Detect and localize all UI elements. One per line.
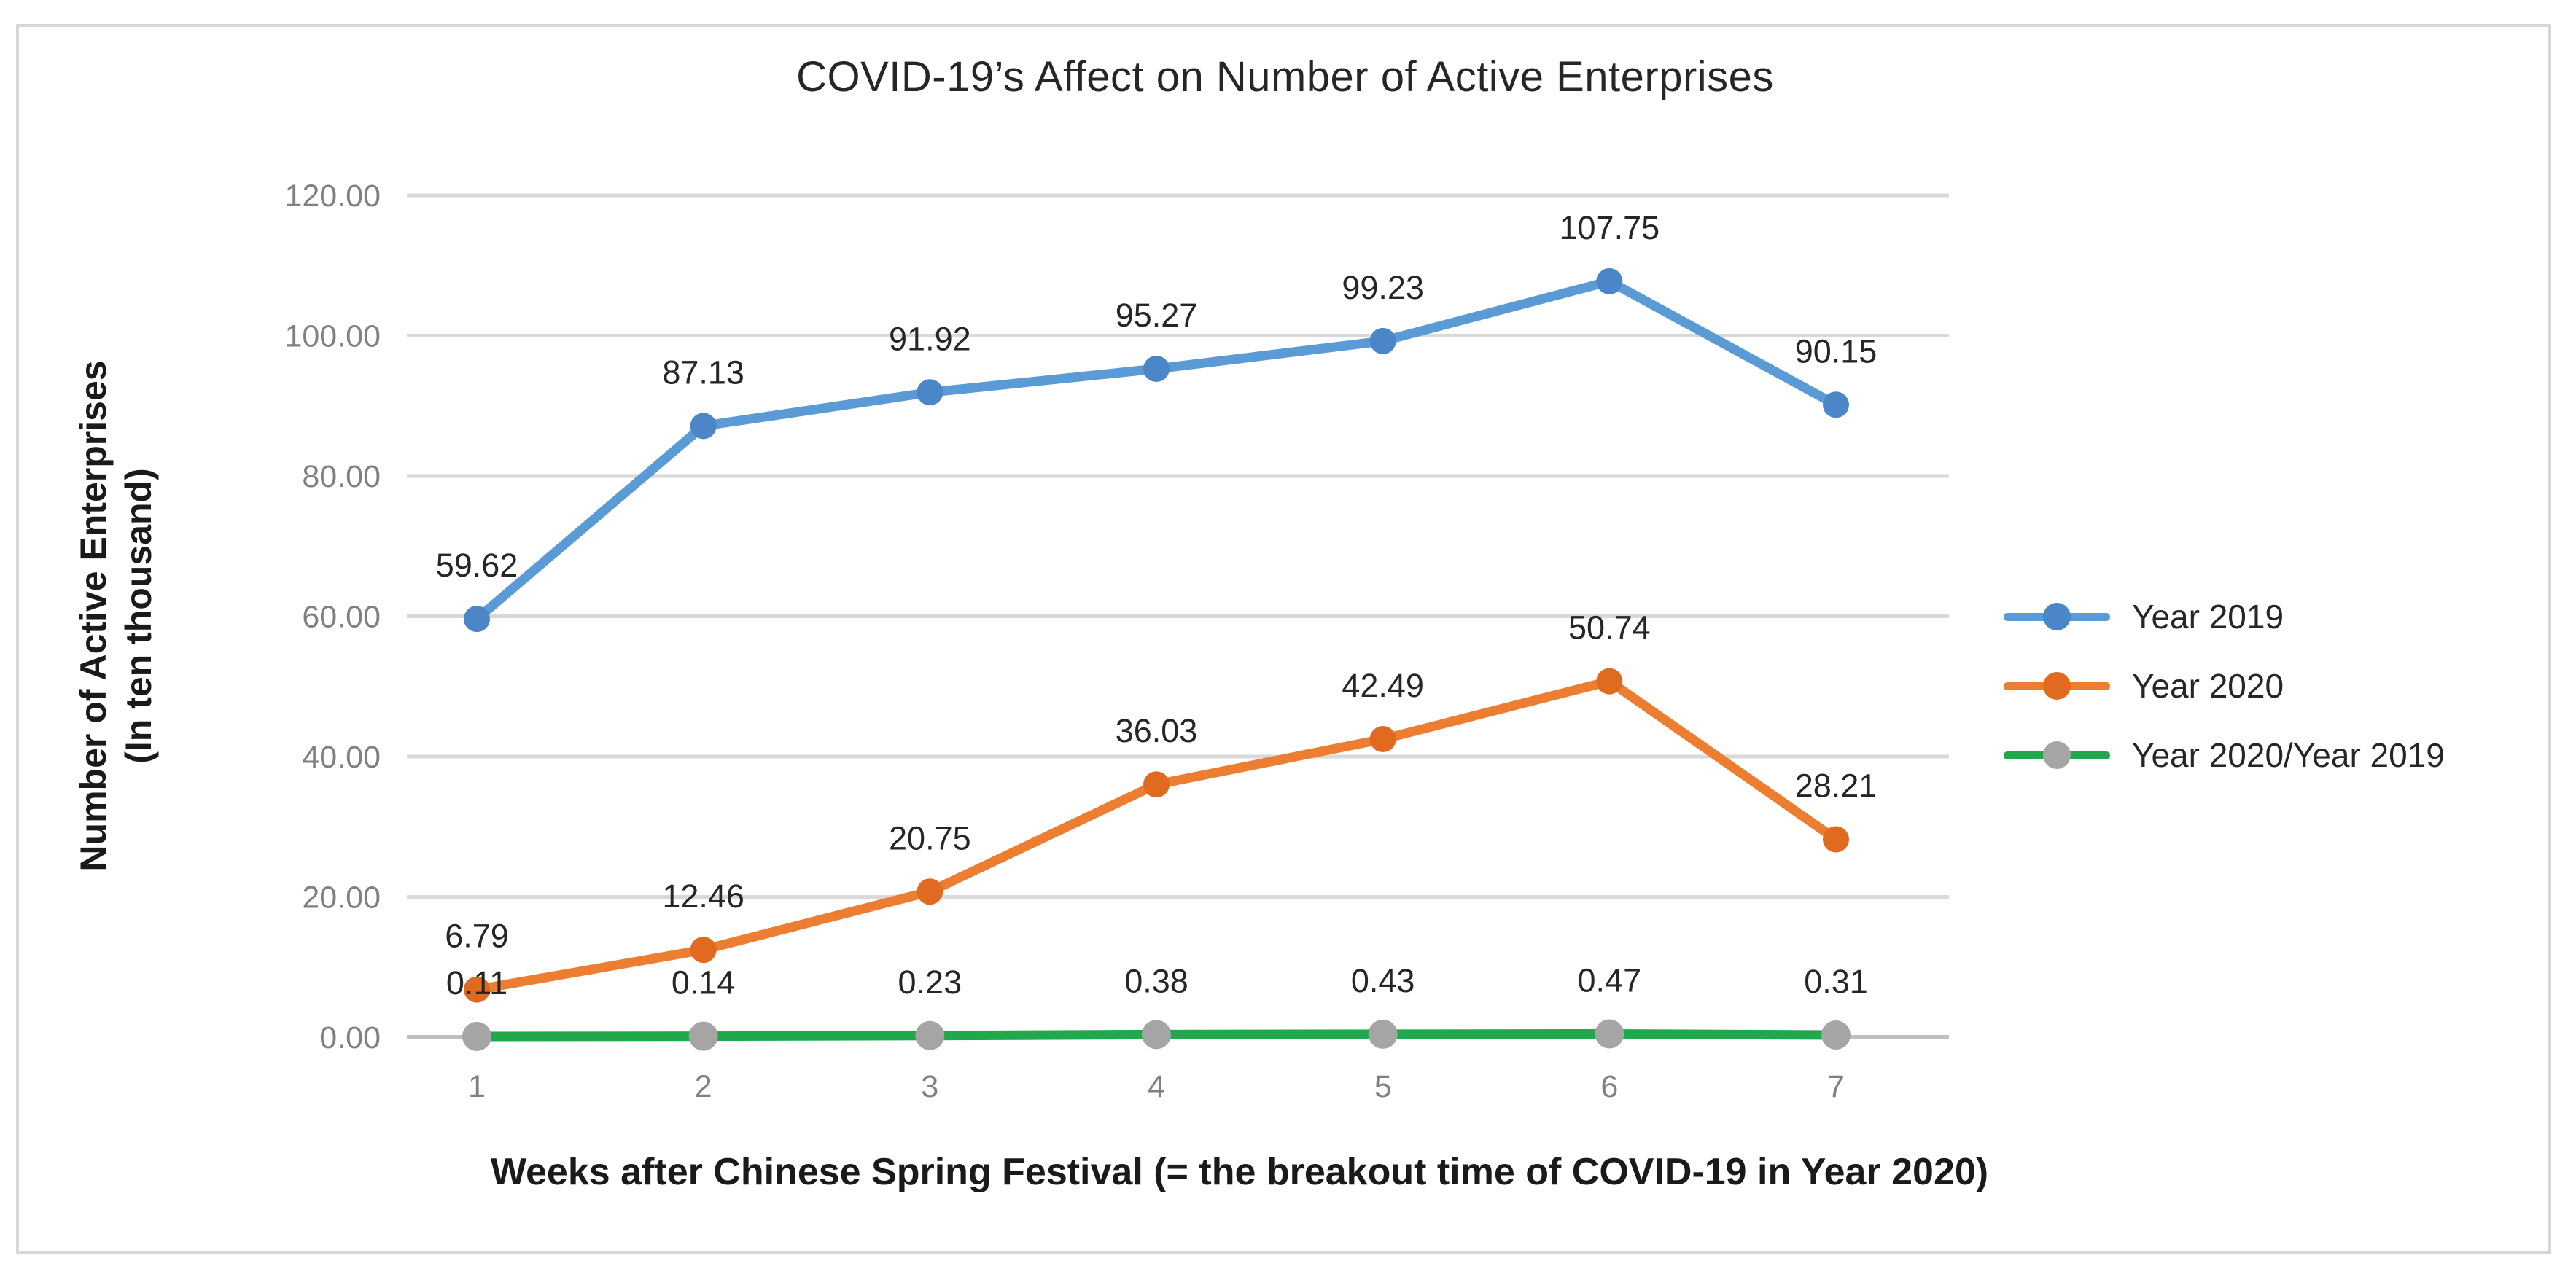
y-tick-label: 120.00	[284, 179, 381, 214]
data-label: 6.79	[445, 918, 509, 955]
data-point-marker	[1595, 1019, 1624, 1049]
x-tick-label: 5	[1374, 1069, 1392, 1104]
series-year-2019	[464, 267, 1849, 633]
data-point-marker	[462, 1021, 491, 1051]
data-label: 28.21	[1795, 767, 1877, 804]
data-label: 0.38	[1124, 962, 1188, 999]
legend-marker-dot	[2043, 671, 2071, 700]
data-label: 59.62	[436, 547, 518, 584]
data-point-marker	[688, 1021, 718, 1051]
y-tick-label: 0.00	[319, 1020, 381, 1055]
series-year-2020	[464, 668, 1849, 1003]
data-point-marker	[690, 937, 717, 964]
data-label: 0.43	[1351, 962, 1415, 999]
data-point-marker	[464, 976, 490, 1003]
legend-entry: Year 2020	[2004, 651, 2445, 720]
legend-line-marker-swatch	[2004, 670, 2110, 702]
data-label: 0.14	[672, 964, 736, 1001]
data-point-marker	[690, 413, 717, 440]
data-point-marker	[917, 379, 943, 406]
data-label: 99.23	[1342, 269, 1424, 306]
data-label: 0.47	[1578, 961, 1642, 999]
legend-entry: Year 2019	[2004, 582, 2445, 651]
data-point-marker	[1369, 726, 1396, 753]
series-year-2020-year-2019	[462, 1019, 1851, 1051]
x-tick-label: 3	[921, 1069, 938, 1104]
y-tick-label: 40.00	[302, 740, 381, 775]
data-label: 50.74	[1568, 609, 1651, 647]
legend-line-marker-swatch	[2004, 739, 2110, 771]
data-point-marker	[1596, 267, 1623, 294]
x-tick-label: 2	[695, 1069, 712, 1104]
data-point-marker	[917, 878, 943, 905]
data-label: 0.23	[898, 964, 962, 1001]
data-label: 0.11	[446, 964, 507, 1001]
data-label: 12.46	[662, 878, 744, 915]
data-label: 87.13	[662, 354, 744, 391]
y-tick-label: 20.00	[302, 880, 381, 915]
y-tick-label: 60.00	[302, 600, 381, 635]
data-point-marker	[915, 1020, 945, 1050]
data-label: 36.03	[1116, 712, 1198, 749]
data-label: 20.75	[889, 819, 971, 856]
legend-label: Year 2020/Year 2019	[2132, 735, 2445, 774]
data-label: 107.75	[1560, 209, 1660, 246]
data-point-marker	[1823, 391, 1849, 418]
data-point-marker	[1823, 826, 1849, 853]
chart-border	[16, 24, 2551, 1254]
data-label: 91.92	[889, 320, 971, 357]
data-point-marker	[1369, 327, 1396, 354]
legend: Year 2019 Year 2020 Year 2020/Year 2019	[2004, 582, 2445, 789]
data-point-marker	[1143, 771, 1170, 798]
chart-title: COVID-19’s Affect on Number of Active En…	[796, 53, 1774, 101]
data-labels: 59.62 87.13 91.92 95.27 99.23 107.75 90.15	[436, 209, 1877, 584]
x-tick-label: 6	[1600, 1069, 1618, 1104]
legend-marker-dot	[2043, 602, 2071, 630]
data-point-marker	[1821, 1020, 1851, 1050]
x-axis-title: Weeks after Chinese Spring Festival (= t…	[490, 1151, 1989, 1193]
x-tick-label: 1	[468, 1069, 486, 1104]
data-label: 95.27	[1116, 297, 1198, 334]
legend-label: Year 2020	[2132, 666, 2284, 705]
y-tick-label: 80.00	[302, 459, 381, 494]
legend-label: Year 2019	[2132, 597, 2284, 636]
legend-line-marker-swatch	[2004, 601, 2110, 633]
x-tick-label: 4	[1148, 1069, 1165, 1104]
data-point-marker	[1368, 1019, 1398, 1049]
y-tick-label: 100.00	[284, 319, 381, 354]
data-label: 90.15	[1795, 332, 1877, 370]
data-labels: 6.79 12.46 20.75 36.03 42.49 50.74 28.21	[445, 609, 1877, 955]
legend-marker-dot	[2043, 741, 2071, 769]
x-tick-label: 7	[1827, 1069, 1845, 1104]
data-labels: 0.11 0.14 0.23 0.38 0.43 0.47 0.31	[446, 961, 1868, 1001]
data-point-marker	[1142, 1020, 1171, 1050]
data-point-marker	[1143, 356, 1170, 383]
data-label: 42.49	[1342, 667, 1424, 704]
data-point-marker	[1596, 668, 1623, 695]
legend-entry: Year 2020/Year 2019	[2004, 720, 2445, 789]
data-point-marker	[464, 606, 490, 633]
data-label: 0.31	[1804, 963, 1868, 1000]
